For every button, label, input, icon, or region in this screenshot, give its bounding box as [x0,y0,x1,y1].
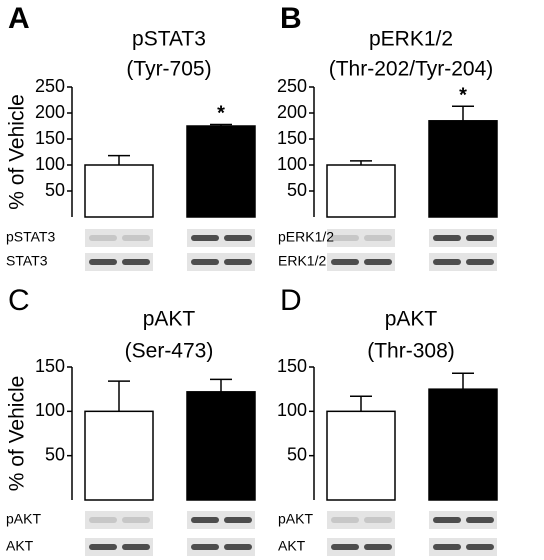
blot-image [429,229,497,247]
blot-band [433,544,461,550]
y-axis-label: % of Vehicle [6,94,29,210]
blot-band [89,544,117,550]
y-tick-label: 100 [277,154,307,174]
blot-band [331,544,359,550]
blot-image [429,253,497,271]
y-tick-label: 250 [277,76,307,96]
blot-band [122,544,150,550]
blot-image [327,538,395,556]
blot-image [187,229,255,247]
chart-subtitle: (Tyr-705) [126,58,211,81]
y-tick-label: 50 [45,444,65,464]
blot-band [466,544,494,550]
blot-image [187,253,255,271]
blot-label: pERK1/2 [278,229,334,245]
bar [326,164,396,218]
blot-band [331,517,359,523]
blot-band [89,517,117,523]
blot-band [191,517,219,523]
blot-image [85,229,153,247]
blot-band [89,235,117,241]
blot-band [191,544,219,550]
chart-title: pSTAT3 [132,28,206,51]
blot-band [224,517,252,523]
blot-image [187,538,255,556]
y-tick-label: 100 [35,400,65,420]
blot-band [466,517,494,523]
blot-band [466,259,494,265]
blot-label: pSTAT3 [6,229,55,245]
blot-band [433,259,461,265]
chart-subtitle: (Thr-202/Tyr-204) [329,58,494,81]
blot-image [327,253,395,271]
blot-band [122,259,150,265]
bar [84,410,154,501]
bar [428,388,498,501]
blot-band [122,235,150,241]
y-tick-label: 150 [35,356,65,376]
y-tick-label: 150 [277,356,307,376]
bar [428,120,498,218]
y-tick-label: 100 [35,154,65,174]
chart-subtitle: (Thr-308) [367,340,455,363]
y-tick-label: 50 [287,180,307,200]
blot-band [191,259,219,265]
blot-band [364,517,392,523]
panel-label: C [8,284,30,317]
blot-band [224,544,252,550]
blot-band [433,517,461,523]
blot-image [327,511,395,529]
bar [84,164,154,218]
chart-title: pERK1/2 [369,28,453,51]
blot-label: pAKT [278,511,313,527]
blot-band [364,259,392,265]
blot-band [122,517,150,523]
chart-title: pAKT [143,308,196,331]
blot-image [85,253,153,271]
y-tick-label: 200 [277,102,307,122]
panel-label: A [8,2,30,35]
blot-label: STAT3 [6,253,48,269]
y-tick-label: 200 [35,102,65,122]
blot-image [85,538,153,556]
blot-label: ERK1/2 [278,253,326,269]
y-tick-label: 50 [45,180,65,200]
y-axis-label: % of Vehicle [6,376,29,492]
blot-band [224,235,252,241]
blot-image [429,511,497,529]
blot-image [429,538,497,556]
bar [186,391,256,501]
blot-label: pAKT [6,511,41,527]
blot-label: AKT [6,538,34,554]
blot-image [327,229,395,247]
y-tick-label: 150 [35,128,65,148]
y-tick-label: 250 [35,76,65,96]
significance-marker: * [217,103,225,125]
blot-band [433,235,461,241]
y-tick-label: 50 [287,444,307,464]
bar [186,125,256,218]
blot-image [85,511,153,529]
y-tick-label: 100 [277,400,307,420]
blot-band [331,259,359,265]
blot-band [364,235,392,241]
blot-band [191,235,219,241]
significance-marker: * [459,85,467,107]
panel-label: B [280,2,302,35]
blot-band [224,259,252,265]
blot-band [331,235,359,241]
chart-subtitle: (Ser-473) [125,340,214,363]
chart-title: pAKT [385,308,438,331]
blot-image [187,511,255,529]
blot-label: AKT [278,538,306,554]
panel-label: D [280,284,302,317]
blot-band [364,544,392,550]
blot-band [89,259,117,265]
y-tick-label: 150 [277,128,307,148]
blot-band [466,235,494,241]
bar [326,410,396,501]
